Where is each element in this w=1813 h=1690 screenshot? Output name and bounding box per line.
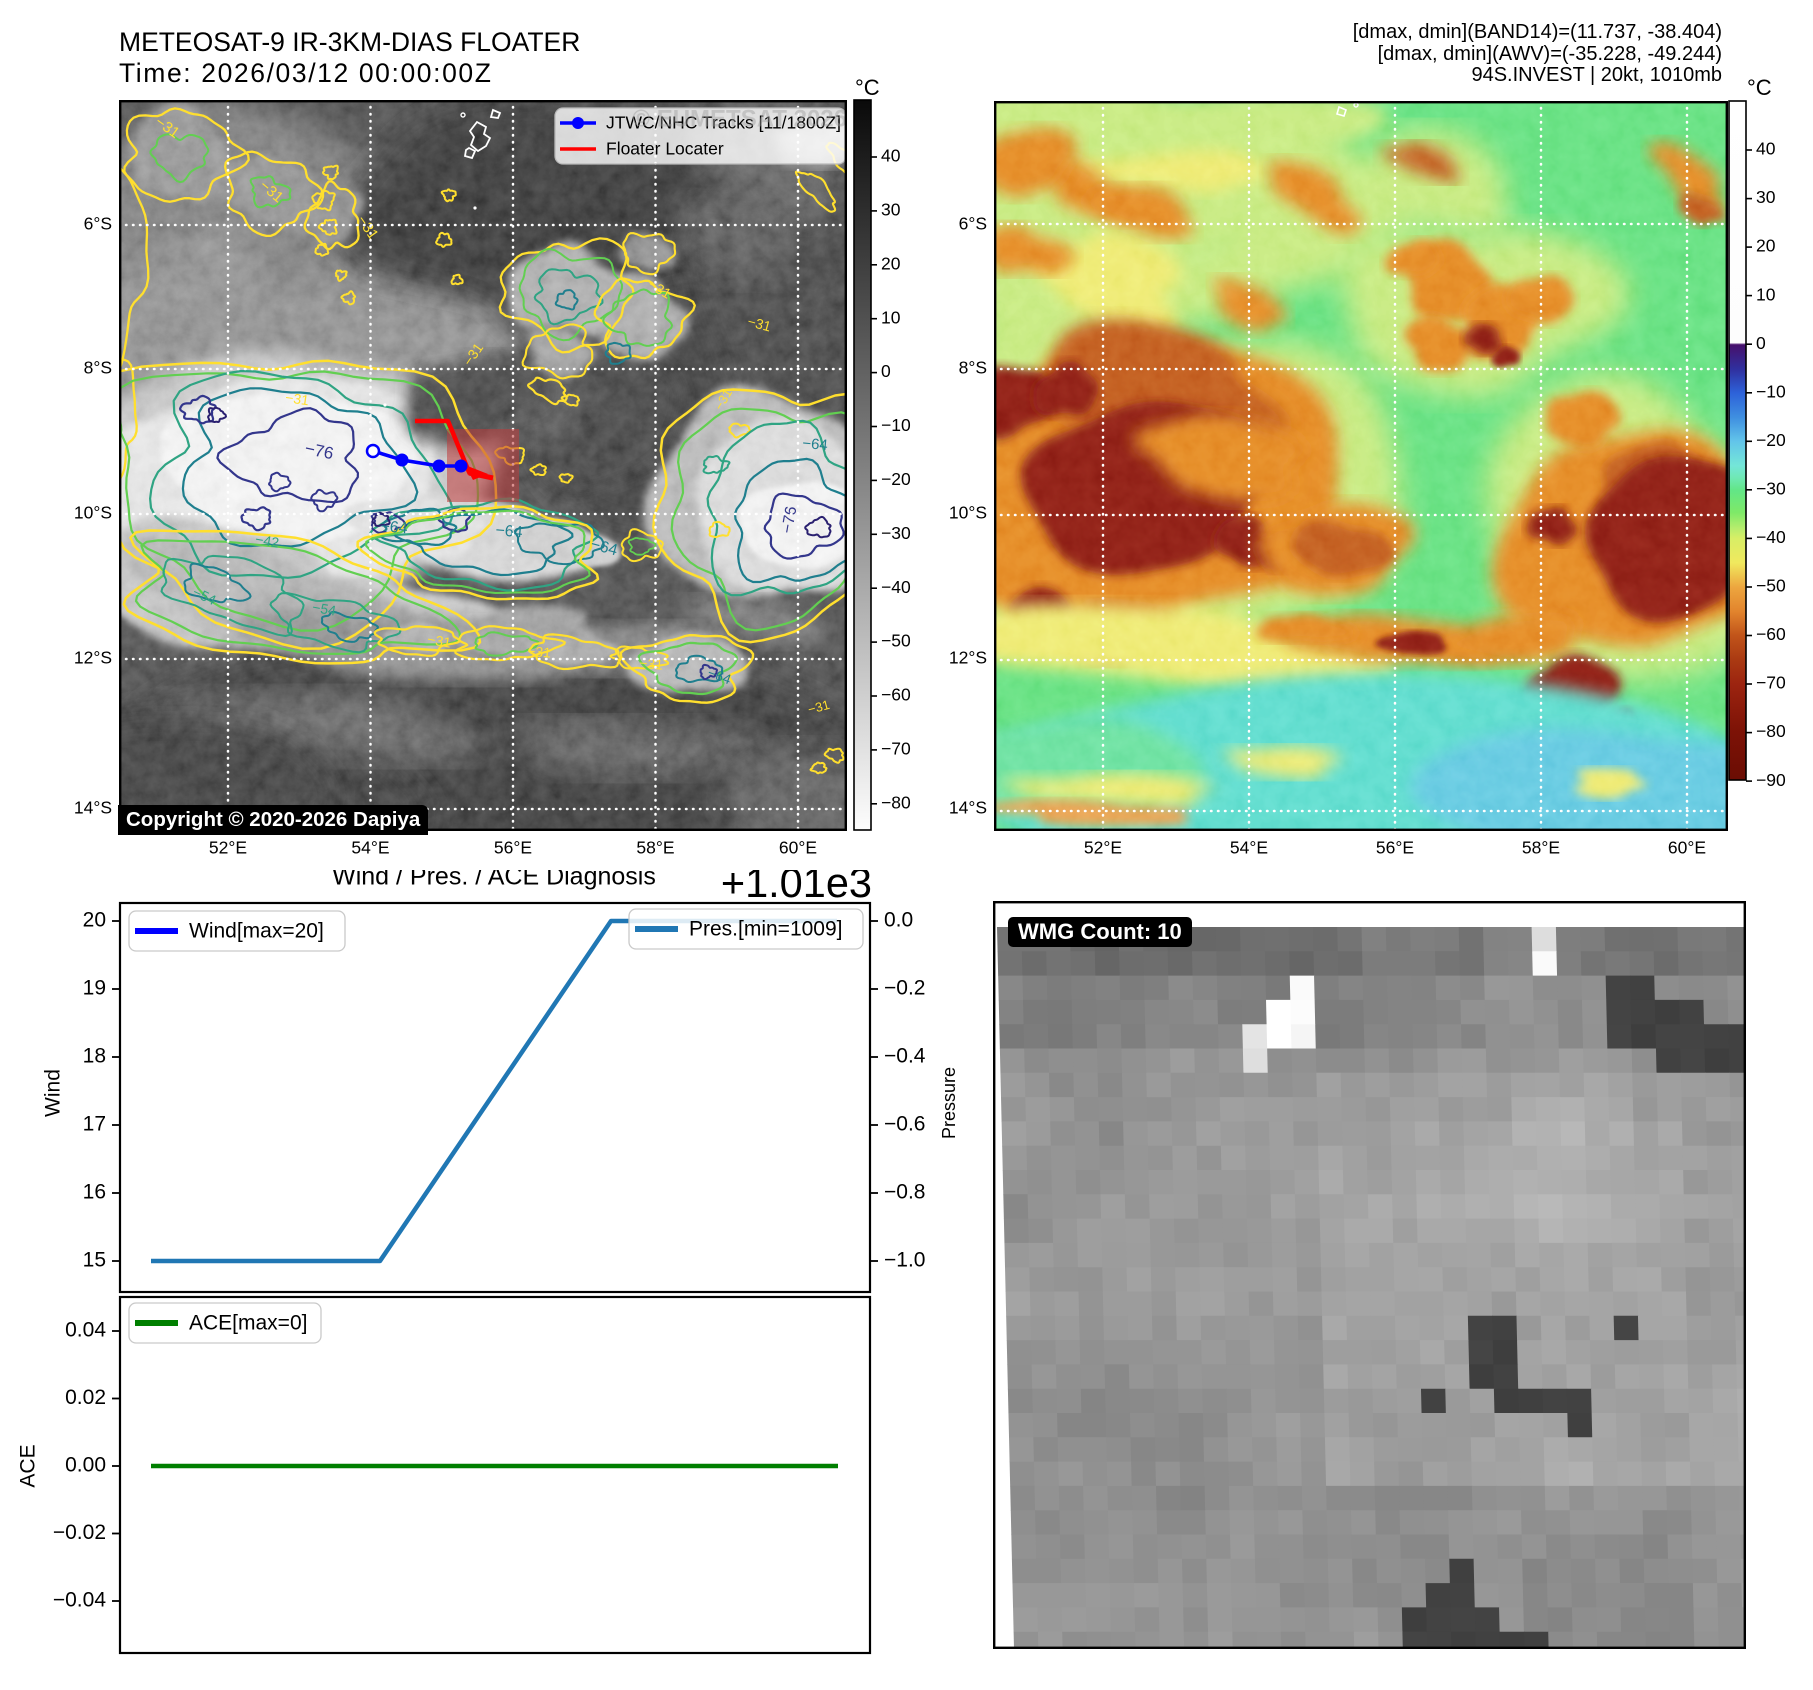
svg-text:52°E: 52°E [1084,838,1122,858]
svg-text:16: 16 [83,1181,106,1204]
svg-text:52°E: 52°E [209,838,247,858]
svg-text:−80: −80 [881,792,911,812]
svg-text:56°E: 56°E [1376,838,1414,858]
svg-text:−70: −70 [1756,673,1786,693]
svg-text:8°S: 8°S [84,358,112,378]
svg-text:54°E: 54°E [1230,838,1268,858]
svg-text:JTWC/NHC Tracks [11/1800Z]: JTWC/NHC Tracks [11/1800Z] [606,113,841,133]
svg-text:ACE: ACE [17,1444,40,1487]
svg-text:20: 20 [83,909,106,932]
svg-text:−40: −40 [1756,527,1786,547]
svg-text:30: 30 [1756,187,1776,207]
svg-text:−0.4: −0.4 [884,1045,926,1068]
svg-text:−50: −50 [881,631,911,651]
svg-text:−64: −64 [706,664,734,687]
svg-text:−30: −30 [881,523,911,543]
svg-text:−10: −10 [881,415,911,435]
svg-text:−0.8: −0.8 [884,1181,925,1204]
svg-text:56°E: 56°E [494,838,532,858]
svg-text:0.02: 0.02 [65,1386,106,1409]
svg-text:−20: −20 [881,469,911,489]
svg-text:−42: −42 [254,531,280,551]
svg-text:−64: −64 [495,522,524,541]
svg-text:Wind / Pres. / ACE Diagnosis: Wind / Pres. / ACE Diagnosis [332,870,656,891]
svg-text:60°E: 60°E [779,838,817,858]
svg-text:14°S: 14°S [74,798,112,818]
svg-text:Pressure: Pressure [939,1067,959,1139]
svg-text:0: 0 [881,361,891,381]
svg-text:−60: −60 [1756,624,1786,644]
svg-text:20: 20 [881,253,901,273]
svg-text:Floater Locater: Floater Locater [606,139,724,159]
svg-text:−70: −70 [881,739,911,759]
svg-text:40: 40 [881,146,901,166]
svg-text:−64: −64 [589,536,620,559]
svg-text:−64: −64 [802,435,829,454]
svg-text:−0.6: −0.6 [884,1113,925,1136]
svg-text:−40: −40 [881,577,911,597]
svg-text:Wind: Wind [42,1069,65,1117]
svg-text:58°E: 58°E [1522,838,1560,858]
svg-text:−31: −31 [806,697,831,717]
svg-text:−20: −20 [1756,430,1786,450]
svg-text:−0.2: −0.2 [884,977,925,1000]
svg-text:−31: −31 [639,655,664,673]
svg-text:18: 18 [83,1045,106,1068]
svg-text:12°S: 12°S [74,648,112,668]
svg-text:30: 30 [881,200,901,220]
svg-text:−31: −31 [527,643,552,661]
svg-text:−80: −80 [1756,721,1786,741]
svg-text:−1.0: −1.0 [884,1249,925,1272]
svg-text:Wind[max=20]: Wind[max=20] [189,920,324,943]
svg-text:−76: −76 [779,505,800,535]
svg-text:−0.04: −0.04 [53,1589,106,1612]
svg-text:ACE[max=0]: ACE[max=0] [189,1312,307,1335]
svg-text:−30: −30 [1756,478,1786,498]
svg-text:54°E: 54°E [351,838,389,858]
svg-text:40: 40 [1756,139,1776,159]
svg-text:−31: −31 [426,631,452,651]
svg-text:−50: −50 [1756,576,1786,596]
svg-text:10°S: 10°S [74,503,112,523]
svg-text:−60: −60 [881,685,911,705]
svg-text:−64: −64 [380,518,409,537]
svg-text:−10: −10 [1756,381,1786,401]
svg-text:0: 0 [1756,333,1766,353]
svg-text:© EUMETSAT 2026: © EUMETSAT 2026 [632,105,847,132]
svg-text:°C: °C [855,75,880,100]
svg-text:−31: −31 [746,313,773,335]
svg-text:°C: °C [1747,75,1772,100]
svg-text:20: 20 [1756,236,1776,256]
svg-text:−0.02: −0.02 [53,1521,106,1544]
svg-text:+1.01e3: +1.01e3 [721,870,872,906]
svg-text:60°E: 60°E [1668,838,1706,858]
svg-text:19: 19 [83,977,106,1000]
svg-text:17: 17 [83,1113,106,1136]
svg-text:0.04: 0.04 [65,1319,106,1342]
svg-text:−90: −90 [1756,770,1786,790]
svg-text:58°E: 58°E [636,838,674,858]
svg-text:−54: −54 [311,599,337,619]
svg-text:10: 10 [881,307,901,327]
svg-text:Pres.[min=1009]: Pres.[min=1009] [689,918,843,941]
svg-text:10: 10 [1756,284,1776,304]
svg-text:−31: −31 [284,389,310,408]
svg-text:6°S: 6°S [84,214,112,234]
svg-text:0.00: 0.00 [65,1454,106,1477]
svg-text:15: 15 [83,1249,106,1272]
svg-text:0.0: 0.0 [884,909,913,932]
